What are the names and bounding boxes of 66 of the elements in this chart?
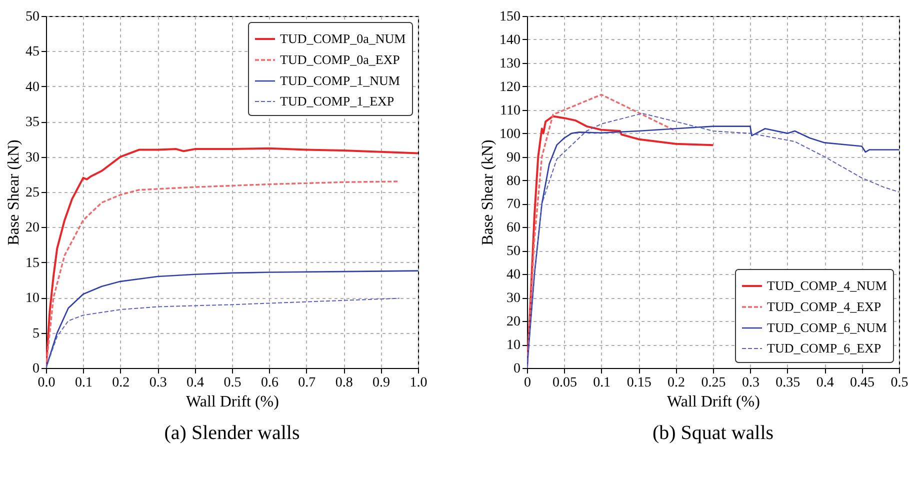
line-series	[46, 180, 400, 368]
x-tick-label: 0.5	[224, 376, 242, 390]
text: (a) Slender walls	[164, 422, 300, 444]
legend-label: TUD_COMP_6_NUM	[767, 320, 888, 335]
x-tick-label: 0.45	[850, 376, 875, 390]
x-axis-title: Wall Drift (%)	[667, 394, 760, 410]
x-tick-label: 0.3	[149, 376, 167, 390]
x-tick-label: 0.2	[112, 376, 130, 390]
x-tick-label: 0.7	[298, 376, 316, 390]
y-tick-label: 100	[500, 126, 520, 142]
legend-label: TUD_COMP_1_NUM	[280, 73, 400, 88]
y-tick-label: 50	[506, 244, 520, 260]
y-tick-label: 15	[26, 256, 40, 271]
y-tick-label: 80	[506, 174, 520, 189]
x-tick-label: 0	[524, 376, 531, 390]
x-tick-label: 1.0	[410, 376, 428, 390]
y-tick-label: 120	[500, 80, 520, 95]
y-tick-label: 130	[500, 56, 520, 72]
y-tick-label: 10	[506, 338, 520, 354]
y-tick-label: 110	[500, 103, 520, 118]
legend-label: TUD_COMP_4_EXP	[767, 299, 882, 314]
y-tick-label: 35	[26, 115, 40, 130]
y-tick-label: 20	[26, 220, 40, 236]
x-tick-label: 0.3	[742, 376, 760, 390]
x-tick-label: 0.25	[701, 376, 726, 390]
legend-label: TUD_COMP_0a_EXP	[280, 52, 400, 67]
y-tick-label: 45	[26, 44, 40, 60]
y-tick-label: 50	[26, 10, 40, 24]
y-tick-label: 0	[514, 362, 520, 376]
y-tick-label: 70	[506, 197, 520, 212]
x-tick-label: 0.05	[552, 376, 577, 390]
x-tick-label: 0.15	[626, 376, 652, 390]
y-tick-label: 30	[26, 150, 40, 166]
x-tick-label: 0.4	[816, 376, 834, 390]
x-tick-label: 0.0	[38, 376, 56, 390]
y-tick-label: 5	[32, 326, 40, 342]
text: (b) Squat walls	[652, 422, 774, 444]
y-tick-label: 150	[500, 10, 520, 24]
line-series	[527, 94, 677, 368]
legend-label: TUD_COMP_0a_NUM	[280, 31, 406, 46]
x-tick-label: 0.6	[260, 376, 278, 390]
x-tick-label: 0.1	[593, 376, 611, 390]
x-tick-label: 0.1	[74, 376, 92, 390]
y-tick-label: 40	[26, 80, 40, 95]
y-axis-title: Base Shear (kN)	[6, 140, 22, 246]
y-tick-label: 0	[32, 362, 40, 376]
legend-label: TUD_COMP_6_EXP	[767, 340, 882, 356]
x-axis-title: Wall Drift (%)	[186, 394, 279, 410]
x-tick-label: 0.8	[335, 376, 353, 390]
line-series	[46, 298, 400, 368]
y-tick-label: 20	[506, 314, 520, 330]
x-tick-label: 0.4	[186, 376, 204, 390]
y-tick-label: 25	[26, 186, 40, 200]
y-axis-title: Base Shear (kN)	[480, 140, 496, 246]
legend-label: TUD_COMP_4_NUM	[767, 278, 888, 293]
y-tick-label: 10	[26, 291, 40, 306]
y-tick-label: 40	[506, 268, 520, 283]
legend-label: TUD_COMP_1_EXP	[280, 94, 394, 108]
y-tick-label: 30	[506, 291, 520, 306]
x-tick-label: 0.35	[776, 376, 800, 390]
y-tick-label: 90	[506, 150, 520, 166]
x-tick-label: 0.2	[668, 376, 686, 390]
x-tick-label: 0.9	[372, 376, 390, 390]
x-tick-label: 0.5	[890, 376, 908, 390]
y-tick-label: 60	[506, 220, 520, 236]
y-tick-label: 140	[500, 32, 520, 48]
